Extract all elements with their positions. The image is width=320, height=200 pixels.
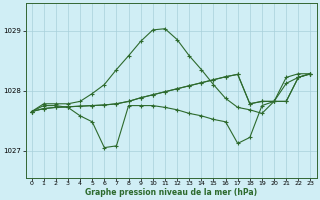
X-axis label: Graphe pression niveau de la mer (hPa): Graphe pression niveau de la mer (hPa) (85, 188, 257, 197)
